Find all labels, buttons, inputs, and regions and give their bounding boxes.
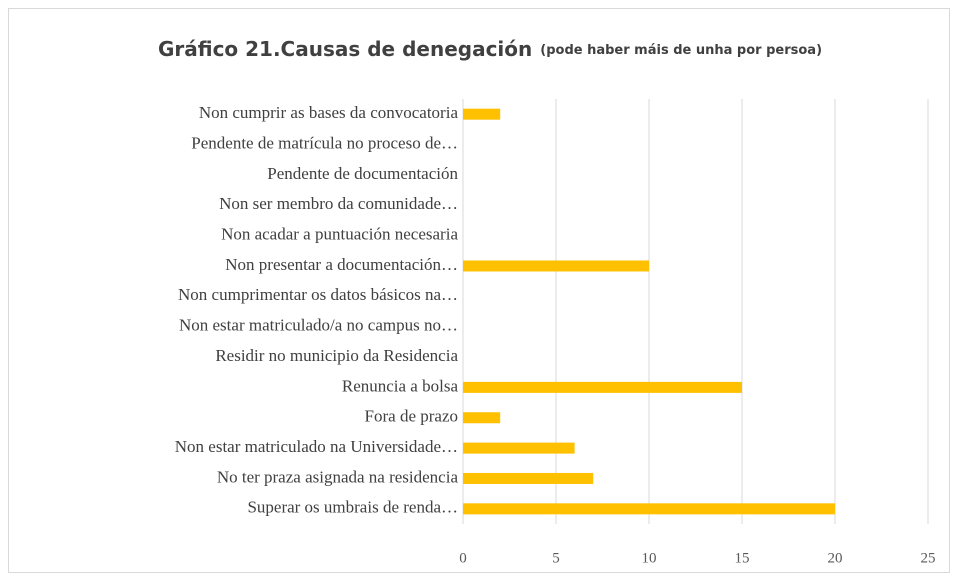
- y-tick-label: Non cumprimentar os datos básicos na…: [178, 285, 458, 304]
- y-tick-label: Pendente de matrícula no proceso de…: [191, 133, 458, 152]
- x-tick-label: 20: [828, 550, 843, 566]
- chart-border: [8, 8, 950, 573]
- y-tick-label: No ter praza asignada na residencia: [217, 467, 459, 486]
- x-tick-label: 10: [642, 550, 657, 566]
- bar: [463, 381, 742, 393]
- bar: [463, 503, 835, 515]
- y-tick-label: Non acadar a puntuación necesaria: [221, 225, 458, 244]
- y-tick-label: Pendente de documentación: [267, 164, 458, 183]
- x-tick-label: 25: [921, 550, 936, 566]
- chart-title-group: Gráfico 21.Causas de denegación (pode hab…: [158, 37, 822, 61]
- y-tick-label: Fora de prazo: [365, 407, 458, 426]
- bar: [463, 260, 649, 272]
- bar: [463, 108, 501, 120]
- y-tick-label: Non ser membro da comunidade…: [219, 194, 458, 213]
- x-tick-label: 5: [552, 550, 560, 566]
- bar: [463, 412, 501, 424]
- y-tick-label: Residir no municipio da Residencia: [215, 346, 458, 365]
- x-tick-label: 0: [459, 550, 467, 566]
- bar: [463, 442, 575, 454]
- y-tick-label: Non estar matriculado na Universidade…: [175, 437, 458, 456]
- chart-subtitle: (pode haber máis de unha por persoa): [540, 43, 822, 58]
- y-tick-label: Non cumprir as bases da convocatoria: [199, 103, 459, 122]
- y-tick-label: Superar os umbrais de renda…: [247, 498, 458, 517]
- y-tick-label: Renuncia a bolsa: [342, 376, 459, 395]
- x-tick-label: 15: [735, 550, 750, 566]
- bar: [463, 472, 594, 484]
- y-tick-label: Non presentar a documentación…: [225, 255, 458, 274]
- chart-title: Gráfico 21.Causas de denegación: [158, 37, 532, 61]
- y-tick-label: Non estar matriculado/a no campus no…: [179, 316, 458, 335]
